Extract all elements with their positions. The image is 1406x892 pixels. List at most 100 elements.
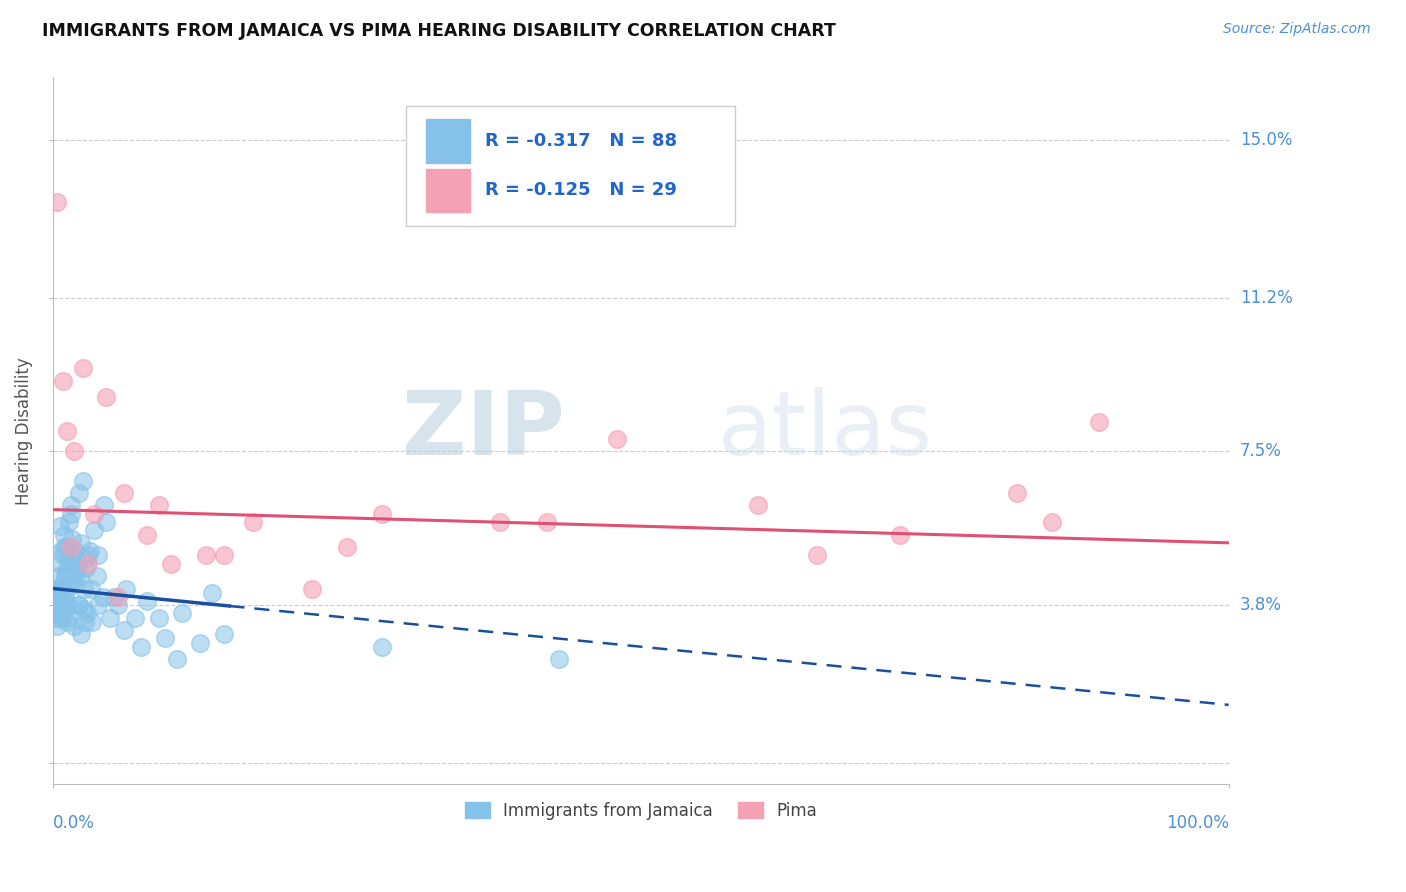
- Point: [51, 374, 73, 388]
- Point: [51, 544, 73, 558]
- Point: [148, 499, 170, 513]
- Point: [66, 565, 89, 579]
- Point: [72, 474, 94, 488]
- Point: [86, 569, 108, 583]
- Legend: Immigrants from Jamaica, Pima: Immigrants from Jamaica, Pima: [457, 794, 825, 829]
- Point: [51, 582, 73, 596]
- Point: [58, 610, 80, 624]
- Text: 100.0%: 100.0%: [1166, 814, 1229, 832]
- Point: [45, 195, 67, 210]
- Point: [547, 652, 569, 666]
- Point: [75, 561, 97, 575]
- Point: [63, 619, 86, 633]
- Point: [536, 515, 558, 529]
- Point: [51, 549, 73, 563]
- Point: [59, 507, 82, 521]
- Point: [188, 635, 211, 649]
- Y-axis label: Hearing Disability: Hearing Disability: [15, 357, 32, 505]
- Point: [59, 499, 82, 513]
- Point: [44, 582, 66, 596]
- Text: R = -0.317   N = 88: R = -0.317 N = 88: [485, 132, 676, 150]
- Point: [107, 590, 129, 604]
- Point: [56, 557, 79, 571]
- Point: [148, 610, 170, 624]
- Point: [606, 432, 628, 446]
- Point: [194, 549, 217, 563]
- Point: [44, 610, 66, 624]
- Text: 7.5%: 7.5%: [1240, 442, 1282, 460]
- Point: [212, 627, 235, 641]
- Point: [371, 507, 394, 521]
- Point: [166, 652, 188, 666]
- Point: [489, 515, 512, 529]
- Point: [44, 598, 66, 612]
- Point: [60, 549, 83, 563]
- Point: [48, 569, 70, 583]
- Point: [53, 569, 76, 583]
- Point: [212, 549, 235, 563]
- Point: [1005, 486, 1028, 500]
- Point: [73, 615, 96, 629]
- Text: atlas: atlas: [717, 387, 932, 475]
- FancyBboxPatch shape: [426, 169, 471, 212]
- Point: [70, 627, 93, 641]
- Point: [115, 582, 138, 596]
- Point: [66, 598, 89, 612]
- Point: [69, 569, 91, 583]
- Point: [124, 610, 146, 624]
- Point: [112, 623, 135, 637]
- Point: [59, 540, 82, 554]
- Point: [131, 640, 153, 654]
- Point: [94, 515, 117, 529]
- Point: [87, 549, 110, 563]
- Point: [56, 540, 79, 554]
- Point: [72, 361, 94, 376]
- Point: [242, 515, 264, 529]
- Point: [55, 602, 77, 616]
- Text: IMMIGRANTS FROM JAMAICA VS PIMA HEARING DISABILITY CORRELATION CHART: IMMIGRANTS FROM JAMAICA VS PIMA HEARING …: [42, 22, 837, 40]
- Text: 0.0%: 0.0%: [53, 814, 96, 832]
- Point: [63, 577, 86, 591]
- Point: [98, 610, 121, 624]
- Text: 15.0%: 15.0%: [1240, 131, 1292, 149]
- Point: [59, 552, 82, 566]
- FancyBboxPatch shape: [426, 120, 471, 163]
- Point: [52, 594, 75, 608]
- Point: [45, 607, 67, 621]
- Point: [46, 594, 69, 608]
- Text: 3.8%: 3.8%: [1240, 596, 1282, 615]
- Point: [56, 615, 79, 629]
- Point: [44, 590, 66, 604]
- Point: [91, 590, 114, 604]
- Point: [55, 565, 77, 579]
- Point: [49, 610, 72, 624]
- Point: [53, 527, 76, 541]
- Point: [80, 582, 103, 596]
- Point: [67, 486, 90, 500]
- Point: [201, 585, 224, 599]
- FancyBboxPatch shape: [406, 105, 735, 226]
- Point: [301, 582, 323, 596]
- Point: [76, 607, 98, 621]
- Point: [70, 536, 93, 550]
- Point: [62, 573, 84, 587]
- Point: [46, 582, 69, 596]
- Point: [52, 577, 75, 591]
- Point: [52, 540, 75, 554]
- Point: [58, 598, 80, 612]
- Point: [747, 499, 769, 513]
- Point: [336, 540, 359, 554]
- Point: [1040, 515, 1063, 529]
- Point: [107, 598, 129, 612]
- Text: ZIP: ZIP: [402, 387, 565, 475]
- Point: [63, 444, 86, 458]
- Point: [103, 590, 125, 604]
- Text: 11.2%: 11.2%: [1240, 289, 1292, 307]
- Point: [93, 499, 115, 513]
- Point: [45, 602, 67, 616]
- Point: [371, 640, 394, 654]
- Point: [48, 598, 70, 612]
- Point: [56, 424, 79, 438]
- Point: [806, 549, 828, 563]
- Point: [51, 607, 73, 621]
